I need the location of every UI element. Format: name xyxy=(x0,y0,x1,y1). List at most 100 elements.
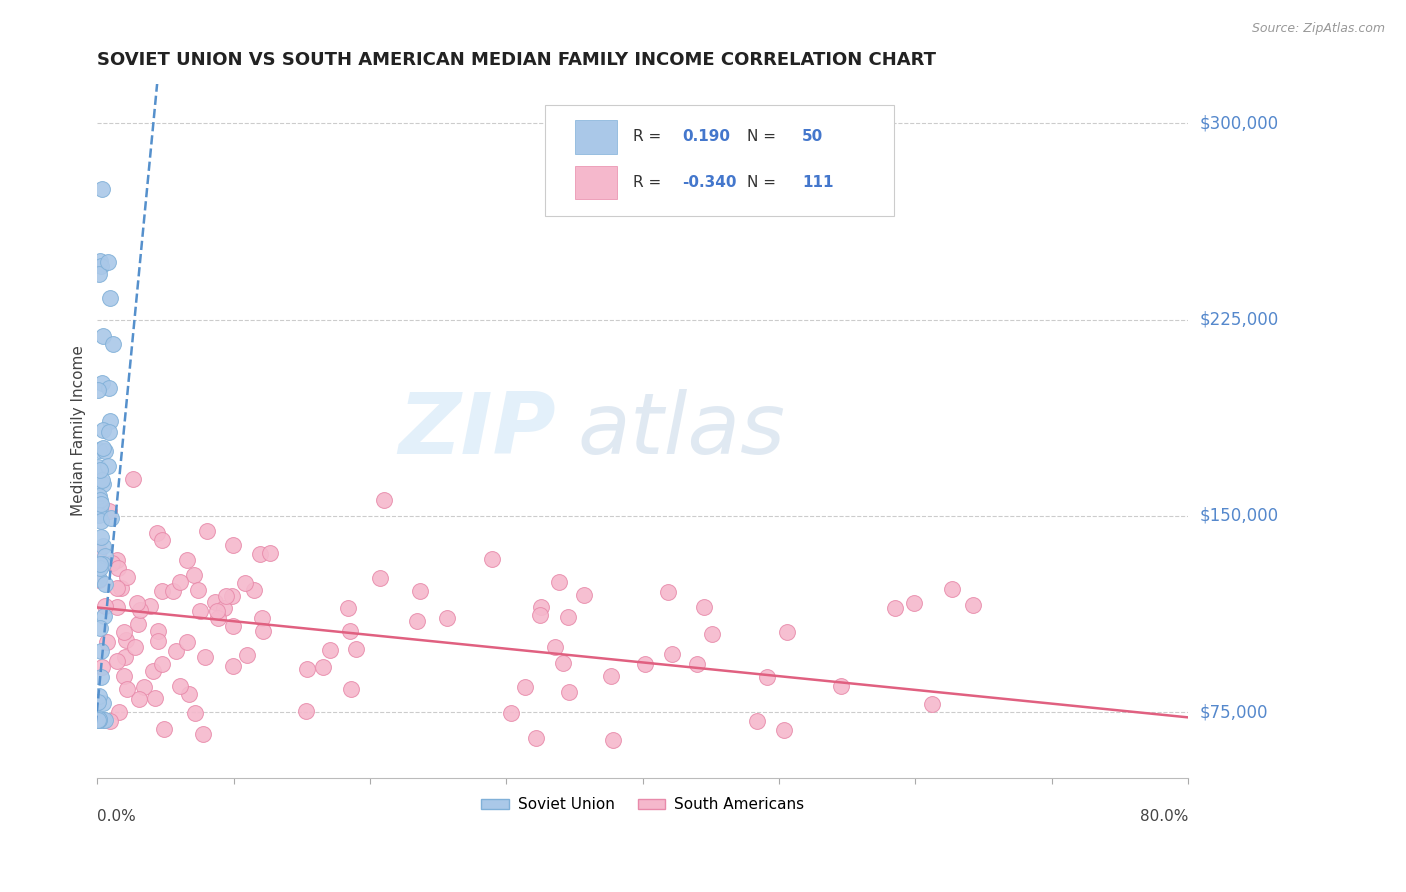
Text: 50: 50 xyxy=(801,129,824,145)
Point xyxy=(524,731,547,745)
Point xyxy=(406,614,429,628)
Point xyxy=(100,510,122,524)
Point xyxy=(212,601,235,615)
Point xyxy=(249,547,271,561)
Point xyxy=(207,603,229,617)
Text: 0.0%: 0.0% xyxy=(97,809,136,824)
Point xyxy=(134,680,156,694)
Point xyxy=(98,425,121,440)
Point xyxy=(755,670,778,684)
Point xyxy=(884,601,907,615)
Point xyxy=(87,713,110,727)
Point xyxy=(162,584,184,599)
Point xyxy=(125,596,148,610)
Point xyxy=(89,621,111,635)
Point xyxy=(87,713,110,727)
Point xyxy=(529,607,551,622)
Point xyxy=(657,585,679,599)
Point xyxy=(165,643,187,657)
Text: 111: 111 xyxy=(801,175,834,190)
Point xyxy=(94,444,117,458)
Point xyxy=(747,714,769,728)
Point xyxy=(319,643,342,657)
Text: $300,000: $300,000 xyxy=(1199,114,1278,132)
Point xyxy=(107,705,129,719)
Point xyxy=(121,472,143,486)
Point xyxy=(530,599,553,614)
FancyBboxPatch shape xyxy=(575,120,617,153)
Point xyxy=(90,659,112,673)
Point xyxy=(89,253,111,268)
Text: N =: N = xyxy=(748,175,782,190)
Point xyxy=(90,182,112,196)
Point xyxy=(222,619,245,633)
Point xyxy=(90,497,112,511)
Point xyxy=(105,600,128,615)
Point xyxy=(336,601,359,615)
Point xyxy=(962,598,984,612)
Point xyxy=(91,476,114,491)
Point xyxy=(150,657,173,671)
Point xyxy=(176,553,198,567)
Text: R =: R = xyxy=(633,175,666,190)
Point xyxy=(773,723,796,738)
Point xyxy=(105,553,128,567)
Point xyxy=(87,460,110,475)
Point xyxy=(115,682,138,697)
Point xyxy=(110,581,132,595)
Point xyxy=(233,575,256,590)
Point xyxy=(97,458,120,473)
Point xyxy=(91,441,114,455)
Point xyxy=(93,577,115,591)
Point xyxy=(153,722,176,736)
Point xyxy=(409,583,432,598)
Point xyxy=(94,599,117,613)
Point xyxy=(700,627,723,641)
FancyBboxPatch shape xyxy=(575,166,617,199)
Point xyxy=(97,504,120,518)
Text: atlas: atlas xyxy=(578,389,786,473)
Point xyxy=(373,492,395,507)
Point xyxy=(187,582,209,597)
Point xyxy=(98,291,121,305)
Point xyxy=(602,733,624,747)
Point xyxy=(89,572,111,586)
Point xyxy=(236,648,259,663)
Point xyxy=(340,681,363,696)
Point xyxy=(91,423,114,437)
Point xyxy=(124,640,146,655)
Point xyxy=(87,712,110,726)
Point xyxy=(368,571,391,585)
Point xyxy=(107,561,129,575)
Text: ZIP: ZIP xyxy=(398,389,555,473)
Point xyxy=(89,557,111,571)
Point xyxy=(169,679,191,693)
Point xyxy=(941,582,963,597)
Legend: Soviet Union, South Americans: Soviet Union, South Americans xyxy=(475,791,810,819)
Point xyxy=(339,624,361,639)
Point xyxy=(89,560,111,574)
Point xyxy=(89,463,111,477)
Point xyxy=(98,714,121,728)
Point xyxy=(91,473,114,487)
Point xyxy=(903,596,925,610)
Point xyxy=(89,493,111,508)
Point xyxy=(184,706,207,720)
Point xyxy=(90,514,112,528)
Text: R =: R = xyxy=(633,129,666,145)
Point xyxy=(501,706,523,721)
Point xyxy=(138,599,160,613)
Point xyxy=(557,610,579,624)
Point xyxy=(599,669,621,683)
Point xyxy=(87,573,110,587)
Point xyxy=(150,533,173,548)
Point xyxy=(183,568,205,582)
Point xyxy=(90,530,112,544)
FancyBboxPatch shape xyxy=(544,105,894,216)
Point xyxy=(112,669,135,683)
Point xyxy=(142,664,165,678)
Point xyxy=(97,254,120,268)
Point xyxy=(436,611,458,625)
Point xyxy=(105,581,128,595)
Point xyxy=(344,642,367,657)
